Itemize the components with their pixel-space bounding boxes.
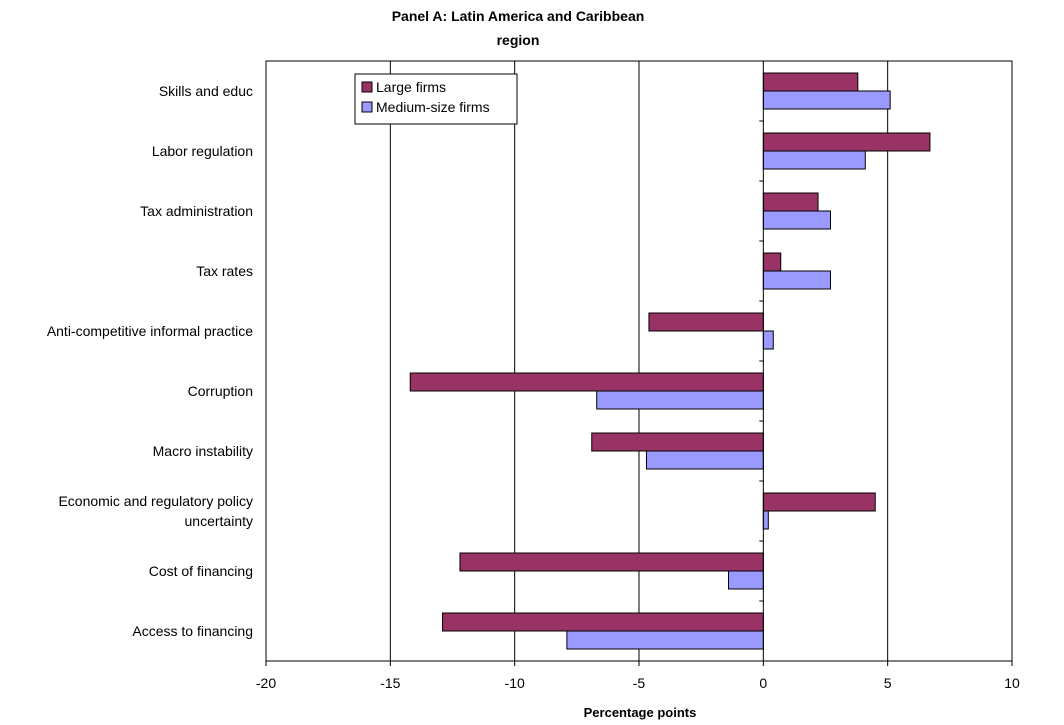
bar-large-firms: [459, 552, 764, 572]
plot-area: -20 -15 -10 -5 0 5 10 Skills and educ Labor regu…: [47, 60, 1020, 691]
bar-large-firms: [648, 312, 764, 332]
bar-medium-size-firms: [596, 390, 764, 410]
x-tick-label: -10: [505, 675, 525, 691]
legend-label: Medium-size firms: [376, 99, 490, 115]
bar-large-firms: [762, 252, 782, 272]
x-tick-label: 0: [759, 675, 767, 691]
chart-title-line-2: region: [497, 32, 540, 48]
bar-large-firms: [591, 432, 764, 452]
bar-medium-size-firms: [762, 270, 831, 290]
category-label: Macro instability: [153, 443, 253, 459]
category-label: Economic and regulatory policy: [58, 493, 253, 509]
category-label: Tax rates: [196, 263, 253, 279]
bar-medium-size-firms: [762, 150, 866, 170]
x-tick-label: 10: [1004, 675, 1020, 691]
bar-medium-size-firms: [645, 450, 764, 470]
legend-box: [354, 73, 518, 125]
bar-medium-size-firms: [728, 570, 764, 590]
chart-title-line-1: Panel A: Latin America and Caribbean: [392, 8, 645, 24]
bar-medium-size-firms: [762, 90, 891, 110]
bar-large-firms: [409, 372, 764, 392]
bar-large-firms: [762, 492, 876, 512]
bar-large-firms: [442, 612, 764, 632]
category-label: Anti-competitive informal practice: [47, 323, 253, 339]
x-tick-label: 5: [884, 675, 892, 691]
bar-large-firms: [762, 132, 931, 152]
category-label: uncertainty: [185, 513, 253, 529]
legend: Large firms Medium-size firms: [354, 73, 518, 125]
legend-swatch: [361, 81, 373, 93]
category-label: Skills and educ: [159, 83, 253, 99]
x-axis-title: Percentage points: [584, 705, 697, 720]
bar-large-firms: [762, 72, 859, 92]
bar-medium-size-firms: [762, 330, 774, 350]
category-label: Tax administration: [140, 203, 253, 219]
bar-medium-size-firms: [762, 210, 831, 230]
category-label: Access to financing: [132, 623, 253, 639]
category-label: Cost of financing: [149, 563, 253, 579]
bar-medium-size-firms: [762, 510, 769, 530]
bar-medium-size-firms: [566, 630, 764, 650]
legend-label: Large firms: [376, 79, 446, 95]
x-tick-label: -5: [633, 675, 646, 691]
x-tick-label: -15: [380, 675, 400, 691]
category-label: Labor regulation: [152, 143, 253, 159]
bar-large-firms: [762, 192, 819, 212]
legend-swatch: [361, 101, 373, 113]
x-tick-label: -20: [256, 675, 276, 691]
category-label: Corruption: [188, 383, 253, 399]
